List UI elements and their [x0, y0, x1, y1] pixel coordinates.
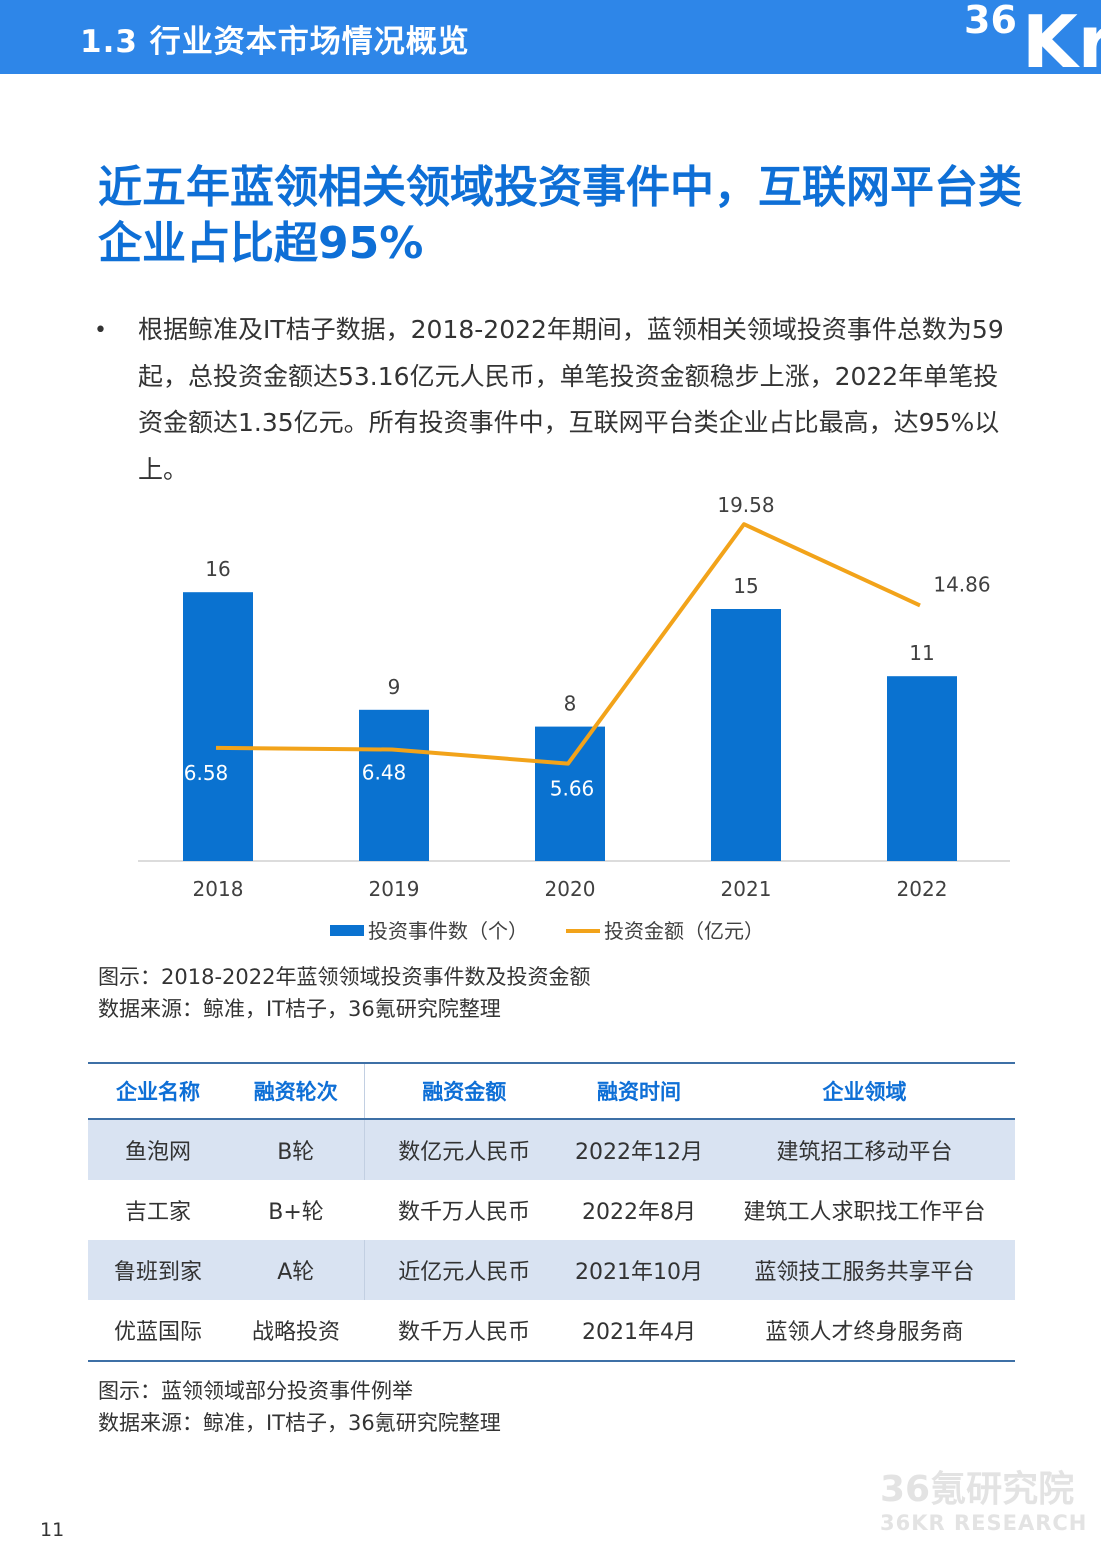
page-number: 11: [40, 1519, 65, 1541]
table-cell: 2022年12月: [564, 1119, 714, 1180]
brand-logo: 36 Kr: [960, 0, 1101, 78]
table-caption-title: 图示：蓝领领域部分投资事件例举: [98, 1379, 413, 1403]
table-cell: B轮: [228, 1119, 365, 1180]
table-cell: B+轮: [268, 1200, 324, 1225]
legend-bar-label: 投资事件数（个）: [368, 919, 528, 943]
bar-label-2021: 15: [733, 574, 758, 598]
investment-events-table: 企业名称 融资轮次 融资金额 融资时间 企业领域 鱼泡网 B轮 数亿元人民币 2…: [88, 1062, 1015, 1362]
line-series-amount: [215, 522, 921, 766]
col-header-amount: 融资金额: [364, 1063, 564, 1120]
bar-2018: [183, 592, 253, 861]
bar-2021: [711, 609, 781, 861]
x-tick-label-2022: 2022: [897, 877, 948, 901]
bar-label-2020: 8: [564, 692, 577, 716]
chart-caption-source: 数据来源：鲸准，IT桔子，36氪研究院整理: [98, 997, 501, 1021]
x-tick-label-2020: 2020: [545, 877, 596, 901]
line-label-2019: 6.48: [362, 761, 407, 785]
bar-label-2022: 11: [909, 641, 934, 665]
table-row: 吉工家 B+轮 数千万人民币 2022年8月 建筑工人求职找工作平台: [88, 1180, 1015, 1240]
logo-36: 36: [964, 0, 1017, 42]
page-headline: 近五年蓝领相关领域投资事件中，互联网平台类企业占比超95%: [98, 162, 1022, 269]
watermark-line1: 36氪研究院: [880, 1469, 1075, 1510]
table-cell: 建筑招工移动平台: [714, 1119, 1015, 1180]
table-row: 优蓝国际 战略投资 数千万人民币 2021年4月 蓝领人才终身服务商: [88, 1300, 1015, 1361]
table-cell: 数亿元人民币: [364, 1119, 564, 1180]
table-caption-source: 数据来源：鲸准，IT桔子，36氪研究院整理: [98, 1411, 501, 1435]
col-header-company: 企业名称: [88, 1063, 228, 1120]
table-row: 鲁班到家 A轮 近亿元人民币 2021年10月 蓝领技工服务共享平台: [88, 1240, 1015, 1300]
col-header-date: 融资时间: [564, 1063, 714, 1120]
table-header-row: 企业名称 融资轮次 融资金额 融资时间 企业领域: [88, 1063, 1015, 1120]
bar-label-2018: 16: [205, 557, 230, 581]
section-title: 1.3 行业资本市场情况概览: [80, 24, 470, 60]
bar-2022: [887, 676, 957, 861]
line-label-2020: 5.66: [550, 777, 595, 801]
legend-bar-swatch: [330, 925, 364, 936]
bar-label-2019: 9: [388, 675, 401, 699]
legend-line-label: 投资金额（亿元）: [604, 919, 764, 943]
line-label-2021: 19.58: [717, 493, 774, 517]
line-label-2022: 14.86: [933, 572, 990, 596]
col-header-domain: 企业领域: [714, 1063, 1015, 1120]
bullet-icon: •: [94, 318, 107, 343]
x-tick-label-2018: 2018: [193, 877, 244, 901]
table-cell: 鲁班到家: [88, 1240, 228, 1300]
bar-2020: [535, 726, 605, 861]
table-cell: 2021年4月: [582, 1320, 696, 1345]
table-cell: 数千万人民币: [397, 1320, 530, 1345]
table-cell: 蓝领技工服务共享平台: [714, 1240, 1015, 1300]
table-cell: 建筑工人求职找工作平台: [743, 1200, 986, 1225]
table-row: 鱼泡网 B轮 数亿元人民币 2022年12月 建筑招工移动平台: [88, 1119, 1015, 1180]
table-cell: 2022年8月: [582, 1200, 696, 1225]
table-cell: 鱼泡网: [88, 1119, 228, 1180]
investment-chart: 16 2018 9 2019 8 2020 15 2021 11 2022 6.58 6.48 5.66…: [138, 493, 1010, 943]
table-cell: 近亿元人民币: [364, 1240, 564, 1300]
header-bar: [0, 0, 1101, 74]
table-cell: 蓝领人才终身服务商: [765, 1320, 964, 1345]
logo-kr: Kr: [1022, 0, 1101, 84]
x-tick-label-2019: 2019: [369, 877, 420, 901]
table-cell: 优蓝国际: [113, 1320, 202, 1345]
summary-paragraph: 根据鲸准及IT桔子数据，2018-2022年期间，蓝领相关领域投资事件总数为59…: [138, 315, 1004, 484]
bar-2019: [359, 709, 429, 861]
watermark-line2: 36KR RESEARCH: [880, 1511, 1088, 1535]
line-label-2018: 6.58: [184, 761, 229, 785]
table-cell: 吉工家: [124, 1200, 191, 1225]
col-header-round: 融资轮次: [228, 1063, 365, 1120]
table-cell: A轮: [228, 1240, 365, 1300]
x-tick-label-2021: 2021: [721, 877, 772, 901]
watermark: 36氪研究院 36KR RESEARCH: [880, 1470, 1087, 1536]
table-cell: 数千万人民币: [397, 1200, 530, 1225]
table-cell: 2021年10月: [564, 1240, 714, 1300]
table-cell: 战略投资: [251, 1320, 340, 1345]
chart-caption-title: 图示：2018-2022年蓝领领域投资事件数及投资金额: [98, 965, 591, 989]
